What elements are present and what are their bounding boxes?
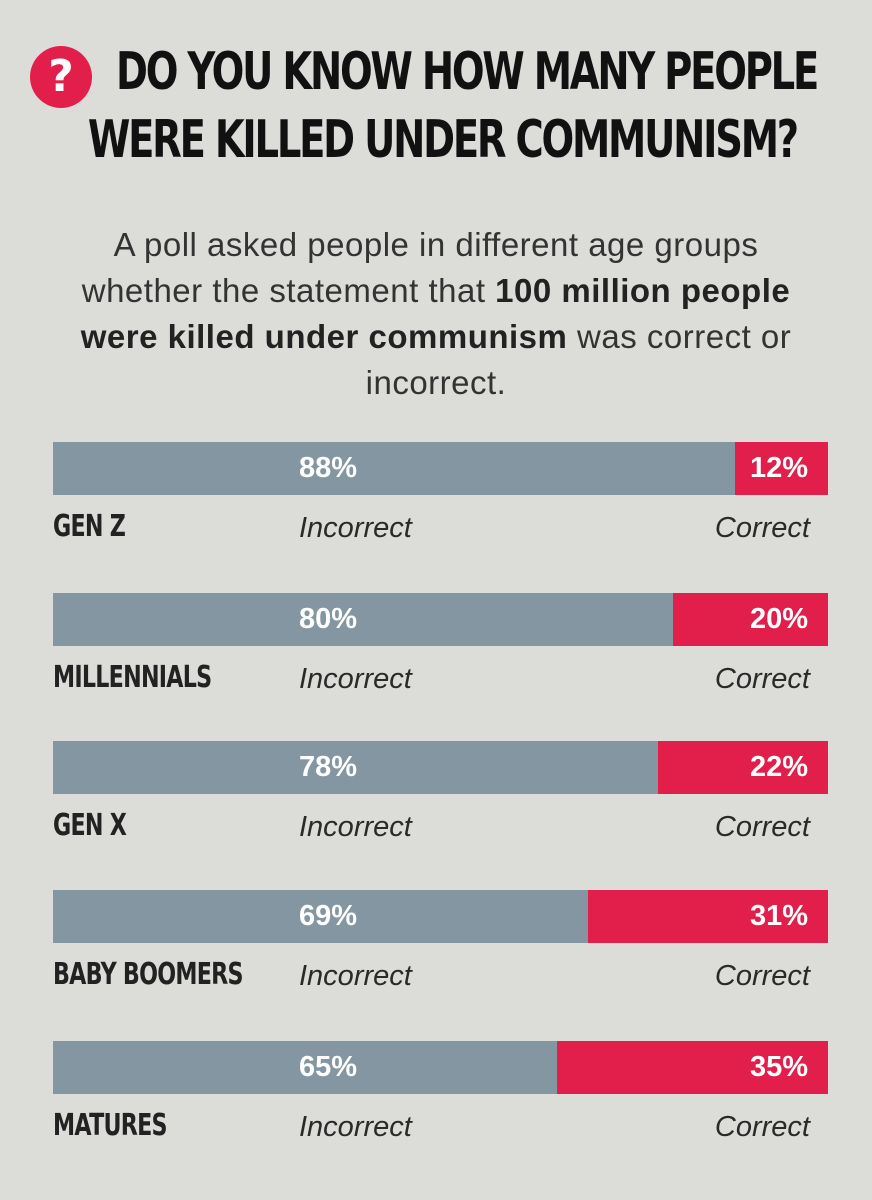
stacked-bar: 65% 35% (53, 1041, 828, 1094)
bar-segment-incorrect: 78% (53, 741, 658, 794)
data-label-correct: 35% (749, 1051, 808, 1083)
category-label: MATURES (53, 1108, 168, 1143)
series-label-correct: Correct (714, 811, 810, 843)
series-label-incorrect: Incorrect (299, 960, 412, 992)
data-label-incorrect: 78% (299, 751, 358, 783)
stacked-bar: 88% 12% (53, 442, 828, 495)
data-label-correct: 31% (749, 900, 808, 932)
bar-segment-correct: 31% (587, 890, 828, 943)
data-label-correct: 22% (749, 751, 808, 783)
bar-row: 78% 22% GEN X Incorrect Correct (0, 741, 872, 851)
subtitle-text-2: was correct or incorrect. (365, 318, 792, 401)
bar-segment-incorrect: 69% (53, 890, 588, 943)
data-label-incorrect: 69% (299, 900, 358, 932)
series-label-correct: Correct (714, 1111, 810, 1143)
title-line-1: DO YOU KNOW HOW MANY PEOPLE (116, 42, 819, 102)
bar-row: 88% 12% GEN Z Incorrect Correct (0, 442, 872, 552)
subtitle-text-1: A poll asked people in different age gro… (81, 226, 759, 309)
category-label: GEN Z (53, 509, 126, 544)
data-label-incorrect: 88% (299, 452, 358, 484)
series-label-incorrect: Incorrect (299, 811, 412, 843)
series-label-incorrect: Incorrect (299, 1111, 412, 1143)
bar-segment-correct: 22% (657, 741, 828, 794)
series-label-incorrect: Incorrect (299, 663, 412, 695)
stacked-bar: 69% 31% (53, 890, 828, 943)
category-label: MILLENNIALS (53, 660, 212, 695)
bar-segment-incorrect: 80% (53, 593, 673, 646)
data-label-correct: 12% (749, 452, 808, 484)
header: ? DO YOU KNOW HOW MANY PEOPLE WERE KILLE… (30, 38, 840, 188)
series-label-correct: Correct (714, 663, 810, 695)
series-label-correct: Correct (714, 512, 810, 544)
page-title: DO YOU KNOW HOW MANY PEOPLE WERE KILLED … (88, 38, 819, 174)
data-label-correct: 20% (749, 603, 808, 635)
subtitle-bold-text: 100 million people were killed under com… (80, 272, 791, 355)
bar-row: 65% 35% MATURES Incorrect Correct (0, 1041, 872, 1151)
data-label-incorrect: 80% (299, 603, 358, 635)
stacked-bar: 80% 20% (53, 593, 828, 646)
category-label: GEN X (53, 808, 127, 843)
series-label-correct: Correct (714, 960, 810, 992)
bar-segment-correct: 35% (556, 1041, 828, 1094)
category-label: BABY BOOMERS (53, 957, 243, 992)
bar-segment-correct: 12% (735, 442, 828, 495)
bar-segment-correct: 20% (673, 593, 828, 646)
bar-row: 80% 20% MILLENNIALS Incorrect Correct (0, 593, 872, 703)
bar-segment-incorrect: 88% (53, 442, 735, 495)
series-label-incorrect: Incorrect (299, 512, 412, 544)
stacked-bar: 78% 22% (53, 741, 828, 794)
subtitle: A poll asked people in different age gro… (60, 222, 812, 406)
bar-row: 69% 31% BABY BOOMERS Incorrect Correct (0, 890, 872, 1000)
bar-segment-incorrect: 65% (53, 1041, 557, 1094)
data-label-incorrect: 65% (299, 1051, 358, 1083)
title-line-2: WERE KILLED UNDER COMMUNISM? (87, 110, 799, 170)
question-mark-icon: ? (30, 46, 92, 108)
